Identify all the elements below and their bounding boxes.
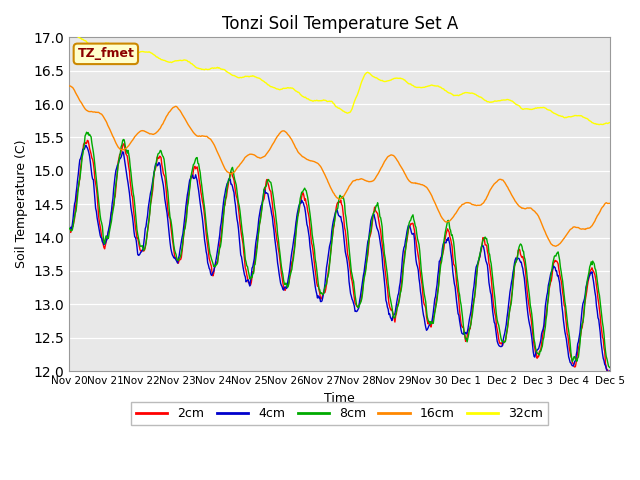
8cm xyxy=(132,210,140,216)
4cm xyxy=(605,370,612,376)
Y-axis label: Soil Temperature (C): Soil Temperature (C) xyxy=(15,140,28,268)
16cm xyxy=(65,83,73,89)
16cm xyxy=(214,151,222,156)
2cm xyxy=(83,137,91,143)
4cm xyxy=(65,223,73,229)
32cm xyxy=(66,33,74,39)
16cm xyxy=(552,243,560,249)
2cm xyxy=(132,225,140,230)
Line: 32cm: 32cm xyxy=(69,36,610,125)
4cm xyxy=(406,224,414,230)
4cm xyxy=(82,143,90,148)
32cm xyxy=(65,33,73,39)
Line: 8cm: 8cm xyxy=(69,132,610,368)
Title: Tonzi Soil Temperature Set A: Tonzi Soil Temperature Set A xyxy=(221,15,458,33)
Legend: 2cm, 4cm, 8cm, 16cm, 32cm: 2cm, 4cm, 8cm, 16cm, 32cm xyxy=(131,402,548,425)
8cm xyxy=(65,226,73,231)
4cm xyxy=(215,238,223,243)
2cm xyxy=(406,223,414,229)
16cm xyxy=(131,134,138,140)
32cm xyxy=(596,122,604,128)
Text: TZ_fmet: TZ_fmet xyxy=(77,48,134,60)
8cm xyxy=(422,299,429,305)
4cm xyxy=(132,235,140,240)
32cm xyxy=(215,65,223,71)
32cm xyxy=(606,120,614,125)
8cm xyxy=(215,250,223,255)
4cm xyxy=(422,324,429,330)
2cm xyxy=(76,181,83,187)
2cm xyxy=(186,178,194,183)
8cm xyxy=(83,129,90,135)
X-axis label: Time: Time xyxy=(324,392,355,405)
2cm xyxy=(65,229,73,235)
32cm xyxy=(186,60,194,66)
Line: 4cm: 4cm xyxy=(69,145,610,373)
Line: 16cm: 16cm xyxy=(69,86,610,246)
32cm xyxy=(132,49,140,55)
4cm xyxy=(606,368,614,373)
32cm xyxy=(406,81,414,87)
32cm xyxy=(76,35,84,41)
16cm xyxy=(421,183,429,189)
16cm xyxy=(76,96,83,102)
2cm xyxy=(422,305,429,311)
8cm xyxy=(606,365,614,371)
8cm xyxy=(186,180,194,185)
16cm xyxy=(405,178,413,184)
32cm xyxy=(422,84,429,90)
4cm xyxy=(76,163,83,169)
Line: 2cm: 2cm xyxy=(69,140,610,375)
8cm xyxy=(76,179,83,184)
4cm xyxy=(186,176,194,181)
2cm xyxy=(215,249,223,255)
2cm xyxy=(606,372,614,378)
16cm xyxy=(606,201,614,206)
16cm xyxy=(186,124,193,130)
8cm xyxy=(406,218,414,224)
